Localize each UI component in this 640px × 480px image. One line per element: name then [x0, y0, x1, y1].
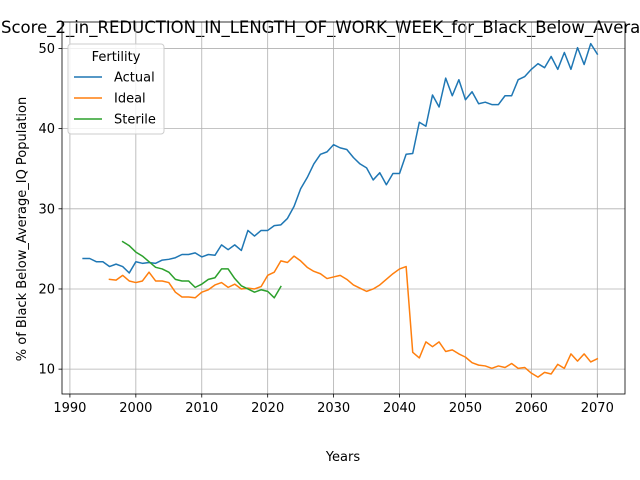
y-tick-label: 50	[38, 42, 55, 57]
legend-box	[67, 43, 165, 135]
x-tick-label: 2050	[449, 401, 482, 416]
legend: Fertility Actual Ideal Sterile	[67, 43, 165, 135]
series-line-actual	[82, 42, 599, 274]
x-tick-label: 2000	[119, 401, 152, 416]
y-tick-label: 40	[38, 122, 55, 137]
x-tick-label: 2070	[581, 401, 614, 416]
y-axis-label: % of Black Below_Average_IQ Population	[15, 97, 30, 361]
legend-label-sterile: Sterile	[114, 113, 156, 128]
series-lines	[82, 42, 599, 378]
chart-title: Score_2_in_REDUCTION_IN_LENGTH_OF_WORK_W…	[1, 18, 640, 38]
x-tick-label: 2020	[251, 401, 284, 416]
grid-lines	[62, 22, 625, 394]
x-tick-label: 2030	[317, 401, 350, 416]
x-tick-label: 2060	[515, 401, 548, 416]
x-tick-label: 2010	[185, 401, 218, 416]
axis-ticks: 1990 2000 2010 2020 2030 2040 2050 2060 20701020…	[38, 42, 613, 416]
y-tick-label: 10	[38, 363, 55, 378]
x-tick-label: 2040	[383, 401, 416, 416]
y-tick-label: 20	[38, 282, 55, 297]
x-tick-label: 1990	[53, 401, 86, 416]
plot-frame	[61, 21, 626, 395]
series-line-sterile	[121, 240, 282, 299]
legend-label-ideal: Ideal	[114, 92, 146, 107]
series-line-ideal	[108, 255, 599, 378]
y-tick-label: 30	[38, 202, 55, 217]
legend-title: Fertility	[92, 50, 141, 65]
legend-label-actual: Actual	[114, 71, 155, 86]
x-axis-label: Years	[325, 450, 361, 465]
